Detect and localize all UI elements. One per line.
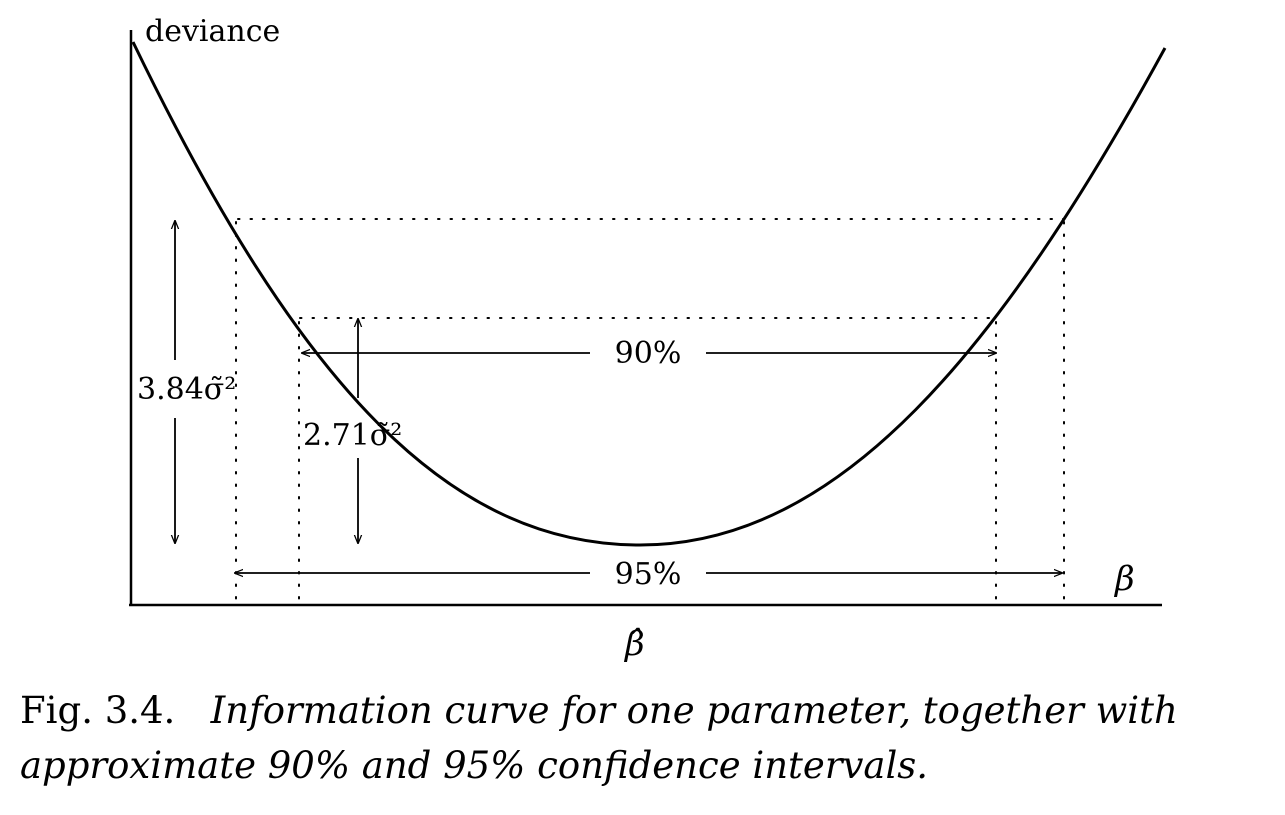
height-384-label: 3.84σ̃² <box>137 372 236 407</box>
information-curve-diagram: 90% 95% 3.84σ̃² 2.71σ̃² deviance β β̂ <box>129 14 1167 664</box>
interval-90-label: 90% <box>615 336 682 371</box>
dotted-guides <box>235 218 1067 605</box>
figure-number: Fig. 3.4. <box>20 689 176 732</box>
interval-95-label: 95% <box>615 557 682 592</box>
figure-caption: Fig. 3.4. Information curve for one para… <box>20 683 1270 793</box>
caption-text: Information curve for one parameter, tog… <box>20 689 1178 787</box>
estimate-label: β̂ <box>623 624 645 664</box>
x-axis-label: β <box>1113 559 1135 599</box>
deviance-curve <box>131 41 1167 547</box>
height-271-label: 2.71σ̃² <box>303 418 402 453</box>
y-axis-label: deviance <box>145 14 280 49</box>
